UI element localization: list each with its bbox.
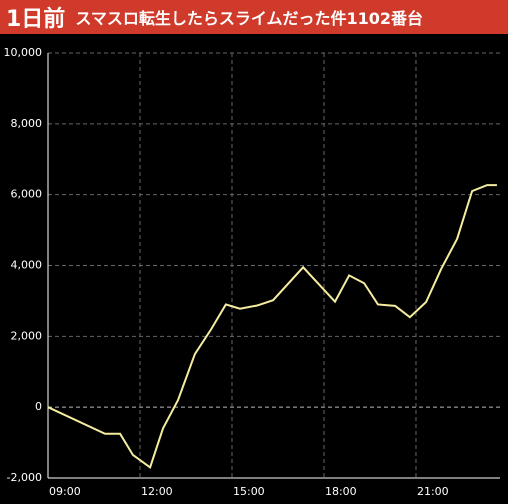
y-tick-label: -2,000 <box>7 471 42 484</box>
y-tick-label: 10,000 <box>4 46 43 59</box>
y-tick-label: 0 <box>35 400 42 413</box>
y-tick-label: 6,000 <box>11 188 43 201</box>
x-tick-label: 09:00 <box>49 485 81 498</box>
y-tick-label: 8,000 <box>11 117 43 130</box>
x-tick-label: 18:00 <box>325 485 357 498</box>
x-tick-label: 21:00 <box>417 485 449 498</box>
y-tick-label: 4,000 <box>11 259 43 272</box>
x-tick-label: 15:00 <box>233 485 265 498</box>
chart-title: スマスロ転生したらスライムだった件1102番台 <box>75 9 424 28</box>
y-tick-label: 2,000 <box>11 329 43 342</box>
line <box>47 184 497 469</box>
badge: 1日前 <box>6 7 66 32</box>
x-tick-label: 12:00 <box>141 485 173 498</box>
header: 1日前 スマスロ転生したらスライムだった件1102番台 <box>0 0 508 34</box>
